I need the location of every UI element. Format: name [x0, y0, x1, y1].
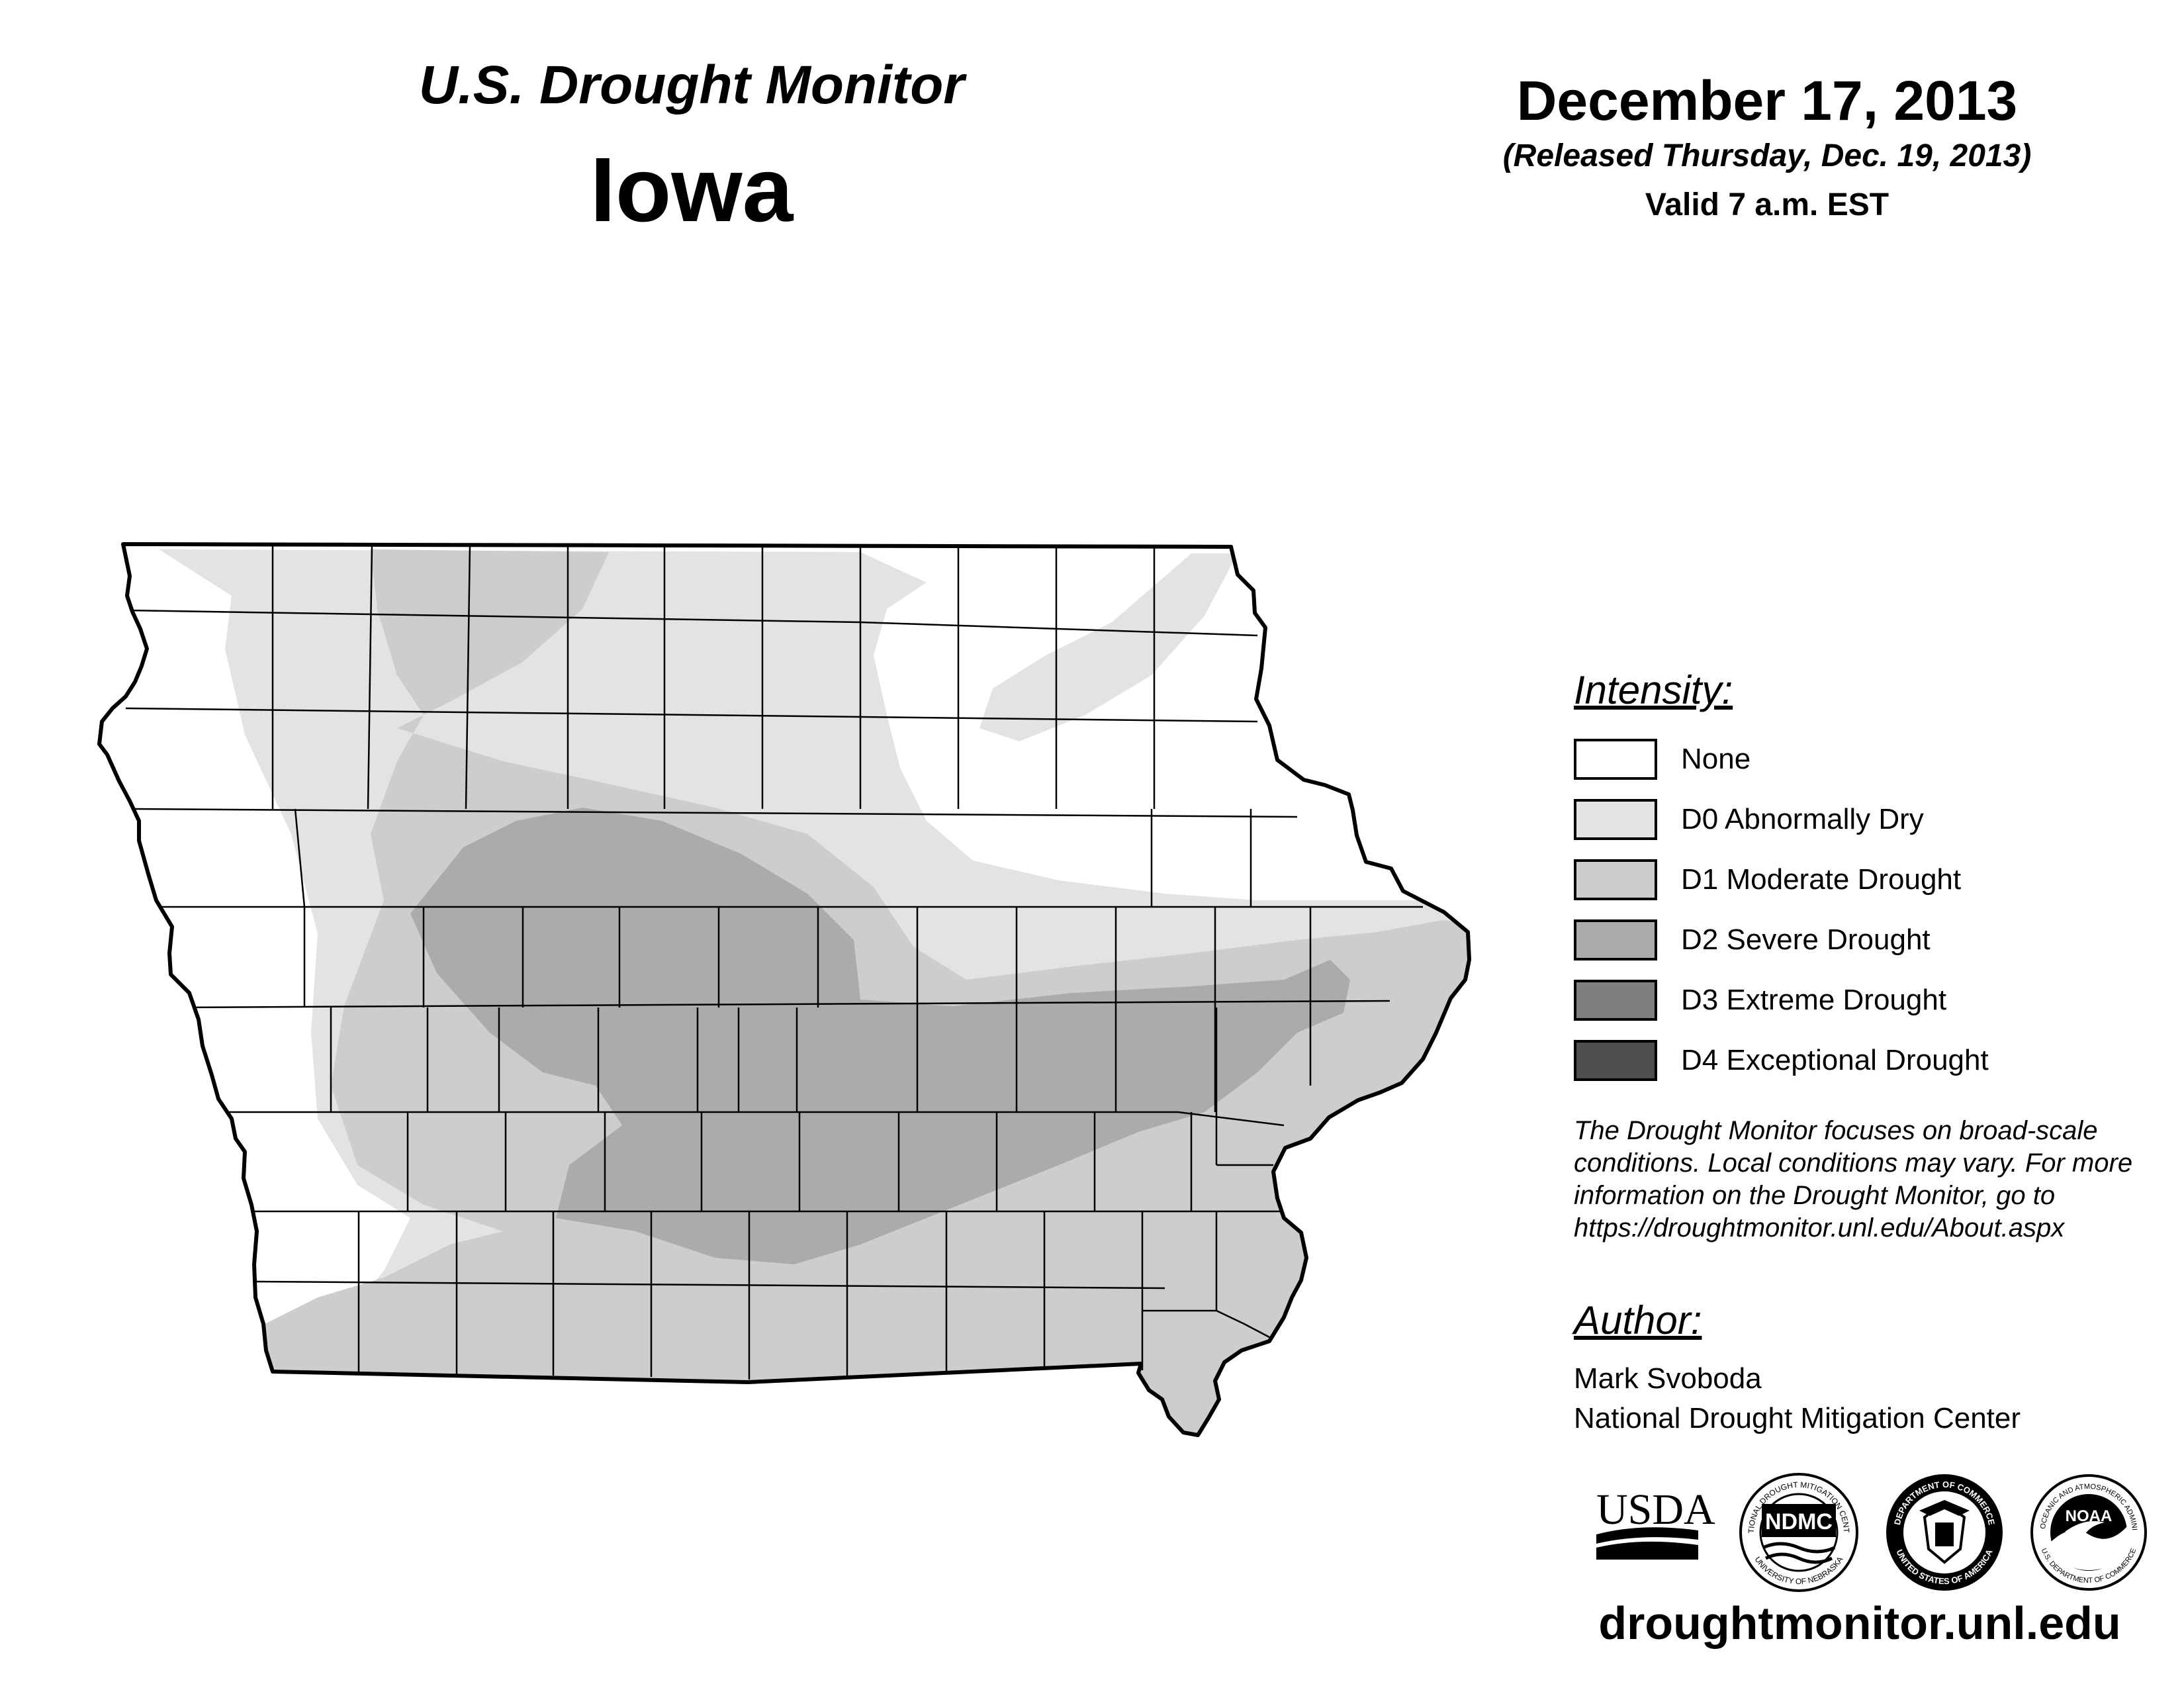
legend-swatch	[1574, 980, 1657, 1021]
legend-label: None	[1681, 743, 1751, 775]
legend-swatch	[1574, 1040, 1657, 1081]
iowa-drought-map	[97, 542, 1471, 1437]
commerce-ring-top-text: DEPARTMENT OF COMMERCE	[1892, 1479, 1997, 1526]
county-lines	[125, 545, 1423, 1380]
legend-label: D3 Extreme Drought	[1681, 984, 1947, 1016]
legend-swatch	[1574, 919, 1657, 961]
noaa-logo-text: NOAA	[2066, 1507, 2113, 1525]
valid-time: Valid 7 a.m. EST	[1645, 187, 1889, 222]
legend-title: Intensity:	[1574, 668, 1733, 712]
ndmc-logo-text: NDMC	[1765, 1509, 1833, 1534]
legend-item-d1: D1 Moderate Drought	[1574, 858, 1961, 902]
legend-label: D4 Exceptional Drought	[1681, 1044, 1989, 1076]
map-product-title: U.S. Drought Monitor	[418, 55, 965, 115]
legend-swatch	[1574, 739, 1657, 780]
legend-item-none: None	[1574, 737, 1751, 781]
note-line: information on the Drought Monitor, go t…	[1574, 1181, 2056, 1210]
website-link[interactable]: droughtmonitor.unl.edu	[1598, 1597, 2121, 1649]
legend-item-d0: D0 Abnormally Dry	[1574, 798, 1924, 841]
legend-label: D1 Moderate Drought	[1681, 863, 1962, 896]
svg-text:DEPARTMENT OF COMMERCE: DEPARTMENT OF COMMERCE	[1892, 1479, 1997, 1526]
legend-swatch	[1574, 859, 1657, 900]
release-date: (Released Thursday, Dec. 19, 2013)	[1502, 138, 2032, 173]
map-date: December 17, 2013	[1516, 70, 2018, 132]
legend-label: D0 Abnormally Dry	[1681, 803, 1924, 835]
author-name: Mark Svoboda	[1574, 1362, 1762, 1395]
svg-text:UNIVERSITY OF NEBRASKA: UNIVERSITY OF NEBRASKA	[1752, 1555, 1844, 1586]
author-organization: National Drought Mitigation Center	[1574, 1402, 2021, 1434]
legend-item-d4: D4 Exceptional Drought	[1574, 1039, 1989, 1082]
note-line: conditions. Local conditions may vary. F…	[1574, 1149, 2133, 1178]
svg-text:UNITED STATES OF AMERICA: UNITED STATES OF AMERICA	[1894, 1548, 1994, 1586]
legend-item-d3: D3 Extreme Drought	[1574, 978, 1946, 1022]
svg-text:U.S. DEPARTMENT OF COMMERCE: U.S. DEPARTMENT OF COMMERCE	[2040, 1547, 2138, 1585]
note-link[interactable]: https://droughtmonitor.unl.edu/About.asp…	[1574, 1213, 2065, 1243]
map-state-title: Iowa	[590, 139, 794, 241]
disclaimer-note: The Drought Monitor focuses on broad-sca…	[1574, 1115, 2169, 1244]
iowa-state-outline	[97, 542, 1471, 1437]
legend-label: D2 Severe Drought	[1681, 923, 1931, 956]
author-heading: Author:	[1574, 1298, 1702, 1342]
noaa-ring-bottom-text: U.S. DEPARTMENT OF COMMERCE	[2040, 1547, 2138, 1585]
usda-logo: USDA	[1596, 1485, 1715, 1560]
ndmc-ring-bottom-text: UNIVERSITY OF NEBRASKA	[1752, 1555, 1844, 1586]
drought-area-d0-northeast	[979, 553, 1238, 741]
note-line: The Drought Monitor focuses on broad-sca…	[1574, 1116, 2098, 1145]
commerce-ring-bottom-text: UNITED STATES OF AMERICA	[1894, 1548, 1994, 1586]
commerce-seal-logo: DEPARTMENT OF COMMERCE UNITED STATES OF …	[1886, 1474, 2003, 1591]
drought-area-d2	[410, 808, 1350, 1264]
legend-swatch	[1574, 799, 1657, 840]
legend-item-d2: D2 Severe Drought	[1574, 918, 1931, 962]
usda-logo-text: USDA	[1596, 1485, 1715, 1534]
